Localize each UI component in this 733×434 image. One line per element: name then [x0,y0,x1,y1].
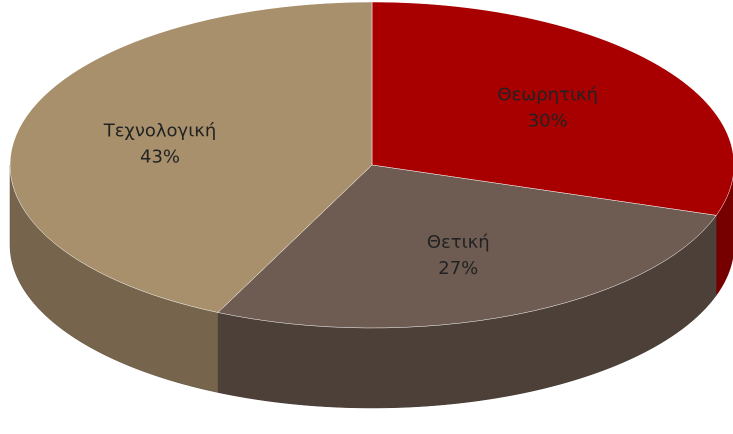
pie-slice [217,164,717,329]
slice-value: 27% [438,258,478,279]
slice-label: Τεχνολογική [103,121,217,142]
slice-label: Θετική [427,232,490,253]
pie-slice [371,1,733,216]
slice-label: Θεωρητική [497,85,598,106]
pie-slice [9,1,373,313]
slice-value: 43% [140,147,180,168]
slice-value: 30% [528,111,568,132]
